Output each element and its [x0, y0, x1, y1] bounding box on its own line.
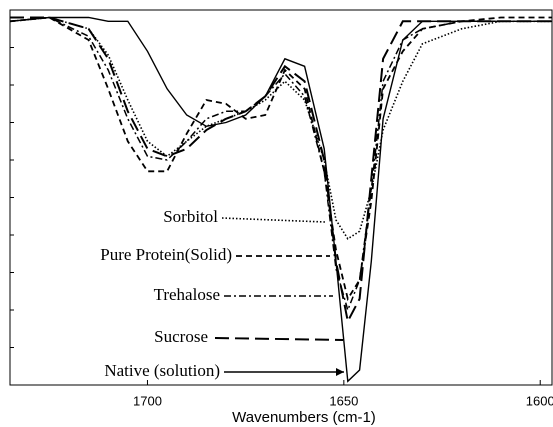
legend-label: Pure Protein(Solid) — [100, 245, 232, 264]
legend-line — [214, 337, 344, 341]
x-tick-label: 1700 — [133, 393, 162, 408]
legend-arrow — [336, 368, 344, 376]
series-line — [9, 16, 552, 240]
x-tick-label: 1600 — [526, 393, 553, 408]
legend-line — [221, 217, 326, 223]
series-line — [10, 16, 552, 325]
legend-label: Sorbitol — [163, 207, 218, 226]
legend-label: Native (solution) — [104, 361, 220, 380]
x-tick-label: 1650 — [329, 393, 358, 408]
x-axis-label: Wavenumbers (cm-1) — [232, 409, 376, 426]
legend-label: Sucrose — [154, 327, 208, 346]
legend-label: Trehalose — [154, 285, 220, 304]
series-line — [9, 16, 552, 383]
series-line — [9, 16, 552, 313]
